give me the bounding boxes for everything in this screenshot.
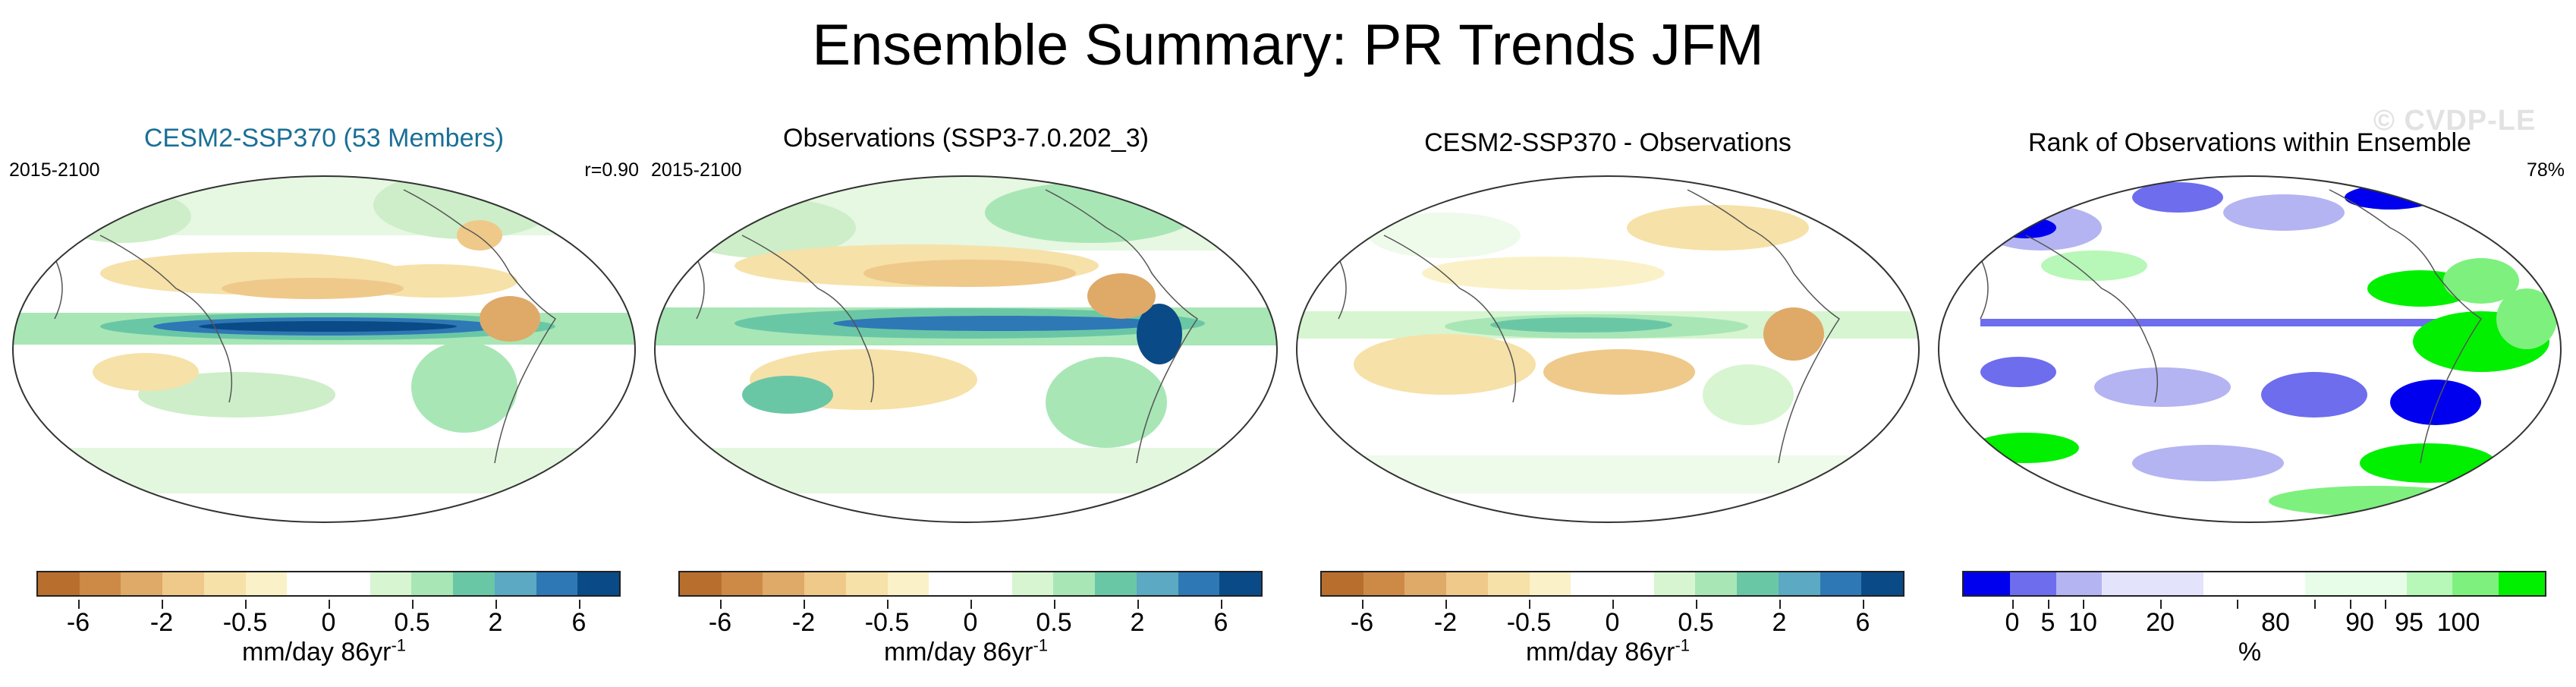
period-label: 2015-2100: [9, 159, 100, 181]
colorbar-tick-label: 20: [2146, 608, 2175, 637]
trend-field: [1297, 205, 1919, 493]
panel-title: CESM2-SSP370 (53 Members): [143, 124, 505, 153]
panel-title: CESM2-SSP370 - Observations: [1424, 128, 1791, 157]
colorbar-tick-label: 2: [1772, 608, 1787, 637]
colorbar-units: mm/day 86yr-1: [241, 635, 407, 667]
observed-trend-map: [654, 175, 1278, 523]
colorbar-tick-label: -2: [149, 608, 174, 637]
colorbar-units: %: [2238, 638, 2262, 667]
colorbar-tick-label: 6: [1855, 608, 1870, 637]
panel-observed-trend: Observations (SSP3-7.0.202_3) 2015-2100: [651, 114, 1281, 676]
colorbar-tick-label: 10: [2068, 608, 2097, 637]
colorbar-tick-label: 0: [321, 608, 336, 637]
colorbar-tick-label: 6: [571, 608, 587, 637]
model-trend-map: [12, 175, 636, 523]
colorbar-tick-label: -6: [66, 608, 90, 637]
colorbar-tick-label: 5: [2040, 608, 2055, 637]
watermark: © CVDP-LE: [2373, 105, 2537, 137]
colorbar-tick-label: 0.5: [1678, 608, 1714, 637]
colorbar-tick-label: 6: [1213, 608, 1228, 637]
colorbar-tick-label: -0.5: [222, 608, 268, 637]
colorbar-tick-label: 80: [2261, 608, 2290, 637]
panel-title: Rank of Observations within Ensemble: [2028, 128, 2471, 157]
colorbar-tick-label: -2: [791, 608, 816, 637]
colorbar: [678, 571, 1263, 597]
colorbar-tick-label: 2: [1130, 608, 1145, 637]
rank-map: [1938, 175, 2562, 523]
colorbar-units: mm/day 86yr-1: [883, 635, 1049, 667]
colorbar-tick-label: -6: [1350, 608, 1374, 637]
colorbar-tick-label: 0.5: [1036, 608, 1072, 637]
colorbar: [1320, 571, 1904, 597]
colorbar-tick-label: 90: [2345, 608, 2374, 637]
panel-model-trend: CESM2-SSP370 (53 Members) 2015-2100 r=0.…: [9, 114, 639, 676]
colorbar-tick-label: 2: [488, 608, 503, 637]
colorbar-tick-label: 95: [2395, 608, 2423, 637]
colorbar-tick-label: 0: [1605, 608, 1620, 637]
colorbar-tick-label: 0.5: [394, 608, 430, 637]
panel-difference: CESM2-SSP370 - Observations -6: [1293, 114, 1923, 676]
colorbar-tick-label: 0: [2005, 608, 2020, 637]
colorbar-tick-label: -0.5: [1506, 608, 1552, 637]
colorbar-tick-label: 0: [963, 608, 978, 637]
colorbar: [36, 571, 621, 597]
colorbar-tick-label: -0.5: [864, 608, 910, 637]
figure-title: Ensemble Summary: PR Trends JFM: [812, 13, 1764, 77]
panel-rank: Rank of Observations within Ensemble 78%: [1935, 114, 2565, 676]
colorbar-tick-label: -6: [708, 608, 732, 637]
colorbar-units: mm/day 86yr-1: [1525, 635, 1691, 667]
period-label: 2015-2100: [651, 159, 742, 181]
panel-title: Observations (SSP3-7.0.202_3): [783, 124, 1149, 153]
rank-colorbar: [1962, 571, 2546, 597]
difference-map: [1296, 175, 1920, 523]
rank-percent-label: 78%: [2526, 159, 2565, 181]
colorbar-tick-label: 100: [2436, 608, 2480, 637]
colorbar-tick-label: -2: [1433, 608, 1458, 637]
correlation-label: r=0.90: [584, 159, 639, 181]
